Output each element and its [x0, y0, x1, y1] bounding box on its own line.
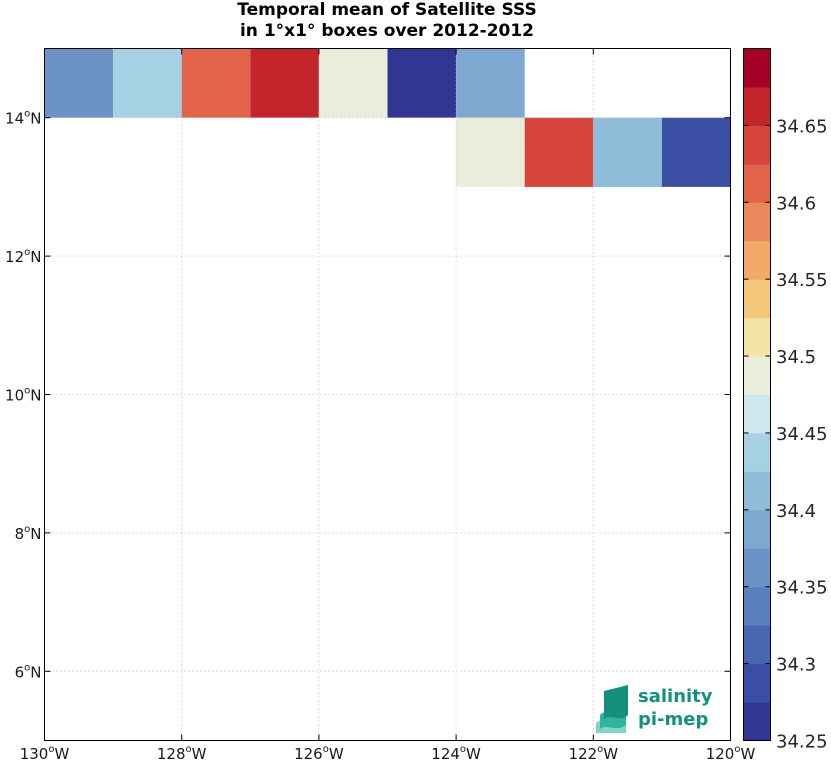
logo-text-line1: salinity — [638, 686, 713, 707]
colorbar-tick-label: 34.5 — [776, 347, 816, 368]
x-tick-label: 126oW — [294, 744, 344, 763]
colorbar-tick-label: 34.6 — [776, 193, 816, 214]
colorbar-segment — [743, 702, 771, 741]
colorbar-segment — [743, 471, 771, 511]
heatmap-cell — [318, 48, 388, 118]
heatmap-cell — [456, 48, 525, 118]
heatmap-cell — [181, 48, 251, 118]
y-tick-label: 6oN — [15, 662, 42, 681]
x-tick-label: 122oW — [568, 744, 618, 763]
y-tick-label: 12oN — [5, 247, 41, 266]
colorbar-segment — [743, 317, 771, 357]
colorbar-segment — [743, 625, 771, 665]
heatmap-cell — [593, 117, 662, 187]
heatmap-cell — [250, 48, 319, 118]
heatmap-cell — [44, 48, 114, 118]
colorbar-tick-label: 34.55 — [776, 270, 828, 291]
colorbar-segment — [743, 394, 771, 434]
colorbar-tick-label: 34.65 — [776, 116, 828, 137]
salinity-pi-mep-logo: salinity pi-mep — [596, 685, 713, 733]
colorbar-tick-label: 34.25 — [776, 732, 828, 753]
x-tick-label: 120oW — [706, 744, 756, 763]
y-tick-labels: 6oN 8oN 10oN 12oN 14oN — [5, 109, 41, 682]
colorbar-segment — [743, 163, 771, 203]
x-tick-label: 124oW — [431, 744, 481, 763]
grid-lines — [44, 48, 731, 741]
heatmap-cell — [113, 48, 182, 118]
colorbar-segment — [743, 356, 771, 395]
colorbar-segment — [743, 125, 771, 165]
colorbar-frame — [743, 48, 771, 741]
colorbar-segment — [743, 202, 771, 242]
colorbar-tick-label: 34.3 — [776, 655, 816, 676]
colorbar: 34.25 34.3 34.35 34.4 34.45 34.5 34.55 34.6 34.6… — [743, 48, 828, 753]
y-tick-label: 8oN — [15, 524, 42, 543]
heatmap-cell — [524, 117, 594, 187]
logo-wave-icon — [604, 685, 628, 719]
y-tick-label: 10oN — [5, 386, 41, 405]
colorbar-segment — [743, 86, 771, 126]
y-tick-label: 14oN — [5, 109, 41, 128]
heatmap-cells — [44, 48, 731, 187]
heatmap-cell — [456, 117, 525, 187]
colorbar-tick-label: 34.45 — [776, 424, 828, 445]
colorbar-segment — [743, 240, 771, 280]
colorbar-segment — [743, 432, 771, 472]
colorbar-segment — [743, 586, 771, 626]
chart-title-line1: Temporal mean of Satellite SSS — [237, 0, 537, 20]
colorbar-tick-label: 34.35 — [776, 578, 828, 599]
heatmap-cell — [661, 117, 731, 187]
colorbar-tick-label: 34.4 — [776, 501, 816, 522]
colorbar-segment — [743, 48, 771, 88]
colorbar-segment — [743, 279, 771, 319]
heatmap-cell — [387, 48, 457, 118]
colorbar-segment — [743, 663, 771, 703]
colorbar-segment — [743, 509, 771, 549]
x-tick-label: 128oW — [157, 744, 207, 763]
colorbar-segment — [743, 548, 771, 588]
x-tick-label: 130oW — [20, 744, 70, 763]
logo-text-line2: pi-mep — [638, 709, 708, 730]
axis-ticks — [44, 48, 731, 741]
chart-title-line2: in 1°x1° boxes over 2012-2012 — [239, 21, 535, 41]
x-tick-labels: 130oW 128oW 126oW 124oW 122oW 120oW — [20, 744, 756, 763]
